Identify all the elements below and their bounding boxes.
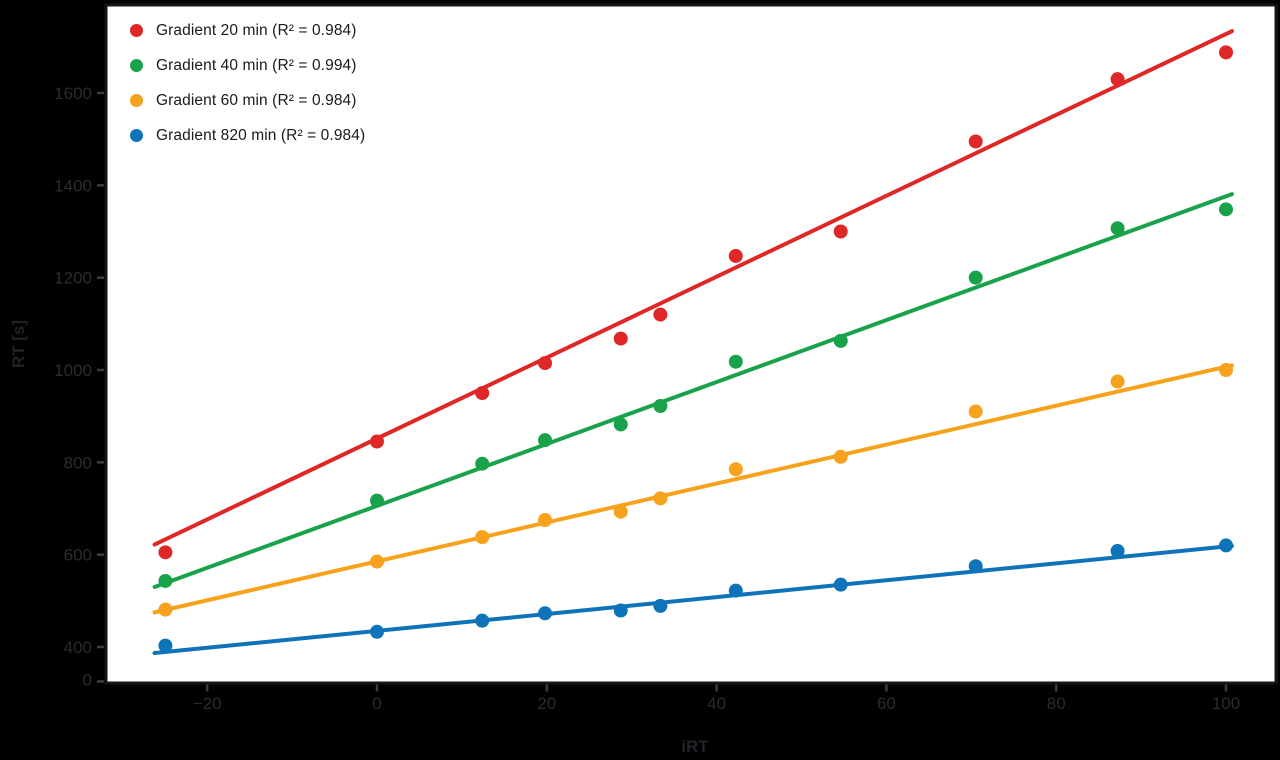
data-point <box>1219 202 1233 217</box>
y-tick-label: 800 <box>64 453 92 472</box>
data-point <box>728 462 743 477</box>
data-point <box>538 513 553 528</box>
data-point <box>728 248 743 263</box>
x-tick-label: 0 <box>372 694 381 713</box>
trend-line <box>152 363 1234 615</box>
legend-label: Gradient 40 min (R² = 0.994) <box>156 56 357 74</box>
x-axis-label: iRT <box>681 737 709 756</box>
trend-line <box>152 192 1234 589</box>
plot-area <box>104 3 1278 685</box>
legend: Gradient 20 min (R² = 0.984) Gradient 40 … <box>130 13 365 153</box>
legend-item: Gradient 60 min (R² = 0.984) <box>130 83 365 118</box>
data-point <box>475 530 490 545</box>
data-point <box>833 333 848 348</box>
data-point <box>968 134 983 149</box>
data-point <box>653 598 668 613</box>
legend-marker-icon <box>130 129 143 142</box>
trend-line <box>152 29 1234 547</box>
data-point <box>370 554 384 569</box>
y-axis-label: RT [s] <box>9 320 28 368</box>
y-tick-label: 1400 <box>54 176 92 195</box>
data-point <box>968 270 983 285</box>
data-point <box>1110 72 1125 87</box>
data-point <box>370 493 384 508</box>
data-point <box>1110 221 1125 236</box>
x-tick-label: −20 <box>193 694 222 713</box>
data-point <box>370 434 384 449</box>
data-point <box>475 386 490 401</box>
legend-marker-icon <box>130 24 143 37</box>
data-point <box>653 307 668 322</box>
legend-label: Gradient 60 min (R² = 0.984) <box>156 91 357 109</box>
x-axis: −20 0 20 40 60 80 100 <box>193 684 1240 713</box>
data-point <box>728 354 743 369</box>
data-point <box>968 404 983 419</box>
data-point <box>538 356 553 371</box>
y-tick-label: 600 <box>64 546 92 565</box>
x-tick-label: 40 <box>707 694 726 713</box>
legend-marker-icon <box>130 59 143 72</box>
data-point <box>653 399 668 414</box>
y-tick-label: 1600 <box>54 84 92 103</box>
series-layer <box>152 29 1234 656</box>
legend-label: Gradient 20 min (R² = 0.984) <box>156 21 357 39</box>
y-tick-label: 1200 <box>54 269 92 288</box>
legend-item: Gradient 40 min (R² = 0.994) <box>130 48 365 83</box>
data-point <box>613 331 628 346</box>
data-point <box>653 491 668 506</box>
data-point <box>158 602 173 617</box>
x-tick-label: 20 <box>537 694 556 713</box>
data-point <box>538 433 553 448</box>
data-point <box>158 545 173 560</box>
legend-label: Gradient 820 min (R² = 0.984) <box>156 126 366 144</box>
y-tick-label: 1000 <box>54 361 92 380</box>
data-point <box>538 606 553 621</box>
data-point <box>968 559 983 574</box>
data-point <box>1110 543 1125 558</box>
data-point <box>1219 538 1233 553</box>
x-tick-label: 100 <box>1212 694 1240 713</box>
data-point <box>833 577 848 592</box>
data-point <box>475 613 490 628</box>
data-point <box>1219 362 1233 377</box>
x-tick-label: 60 <box>877 694 896 713</box>
legend-marker-icon <box>130 94 143 107</box>
data-point <box>1110 374 1125 389</box>
data-point <box>475 456 490 471</box>
data-point <box>613 603 628 618</box>
data-point <box>158 638 173 653</box>
data-point <box>158 573 173 588</box>
data-point <box>370 624 384 639</box>
data-point <box>1219 45 1233 60</box>
data-point <box>833 224 848 239</box>
data-point <box>833 449 848 464</box>
legend-item: Gradient 820 min (R² = 0.984) <box>130 118 365 153</box>
y-tick-label: 0 <box>83 671 92 690</box>
trend-line <box>152 543 1234 656</box>
y-tick-label: 400 <box>64 638 92 657</box>
data-point <box>613 504 628 519</box>
x-tick-label: 80 <box>1047 694 1066 713</box>
data-point <box>613 417 628 432</box>
y-axis: 0 400 600 800 1000 1200 1400 1600 <box>54 84 104 690</box>
data-point <box>728 583 743 598</box>
legend-item: Gradient 20 min (R² = 0.984) <box>130 13 365 48</box>
